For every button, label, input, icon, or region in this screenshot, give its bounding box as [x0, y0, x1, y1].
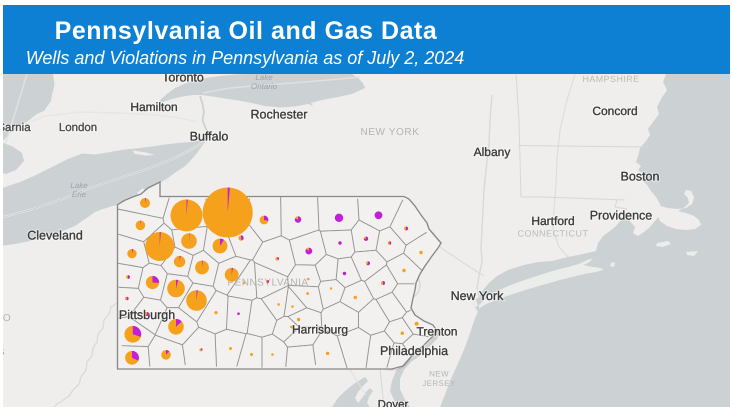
svg-text:Philadelphia: Philadelphia [380, 344, 448, 358]
svg-text:Erie: Erie [72, 190, 87, 199]
svg-text:JERSEY: JERSEY [422, 379, 456, 388]
svg-text:Buffalo: Buffalo [190, 130, 229, 144]
svg-text:Boston: Boston [621, 170, 660, 184]
svg-text:Trenton: Trenton [417, 325, 458, 339]
svg-text:O: O [3, 313, 11, 324]
svg-text:NEW: NEW [429, 370, 449, 379]
svg-text:Concord: Concord [592, 104, 637, 118]
svg-text:Albany: Albany [474, 145, 511, 159]
svg-text:Hamilton: Hamilton [130, 100, 177, 114]
svg-text:Providence: Providence [590, 209, 653, 223]
svg-text:Rochester: Rochester [251, 108, 308, 122]
svg-text:New York: New York [451, 289, 505, 303]
svg-text:Lake: Lake [255, 74, 273, 82]
svg-text:Cleveland: Cleveland [27, 229, 83, 243]
svg-text:London: London [59, 122, 97, 134]
svg-text:Hamilton: Hamilton [130, 100, 177, 114]
svg-text:Philadelphia: Philadelphia [380, 344, 448, 358]
svg-text:Dover: Dover [378, 399, 409, 407]
svg-text:Harrisburg: Harrisburg [292, 323, 348, 337]
svg-text:Concord: Concord [592, 104, 637, 118]
svg-text:Trenton: Trenton [417, 325, 458, 339]
svg-text:NEW YORK: NEW YORK [360, 127, 419, 138]
svg-text:CONNECTICUT: CONNECTICUT [518, 229, 589, 239]
svg-text:London: London [59, 122, 97, 134]
svg-text:Providence: Providence [590, 209, 653, 223]
svg-text:Hartford: Hartford [531, 214, 574, 228]
svg-text:Dover: Dover [378, 399, 409, 407]
svg-text:Sarnia: Sarnia [3, 122, 31, 134]
svg-text:New York: New York [451, 289, 505, 303]
svg-text:Ontario: Ontario [251, 82, 278, 91]
svg-text:Albany: Albany [474, 145, 511, 159]
svg-text:Toronto: Toronto [162, 74, 204, 85]
svg-text:Harrisburg: Harrisburg [292, 323, 348, 337]
svg-text:Boston: Boston [621, 170, 660, 184]
svg-text:Hartford: Hartford [531, 214, 574, 228]
svg-text:Rochester: Rochester [251, 108, 308, 122]
svg-text:Sarnia: Sarnia [3, 122, 31, 134]
svg-text:HAMPSHIRE: HAMPSHIRE [582, 74, 639, 84]
svg-text:Cleveland: Cleveland [27, 229, 83, 243]
svg-text:Toronto: Toronto [162, 74, 204, 85]
svg-text:Lake: Lake [70, 181, 88, 190]
svg-text:Buffalo: Buffalo [190, 130, 229, 144]
svg-text:s: s [3, 344, 4, 358]
